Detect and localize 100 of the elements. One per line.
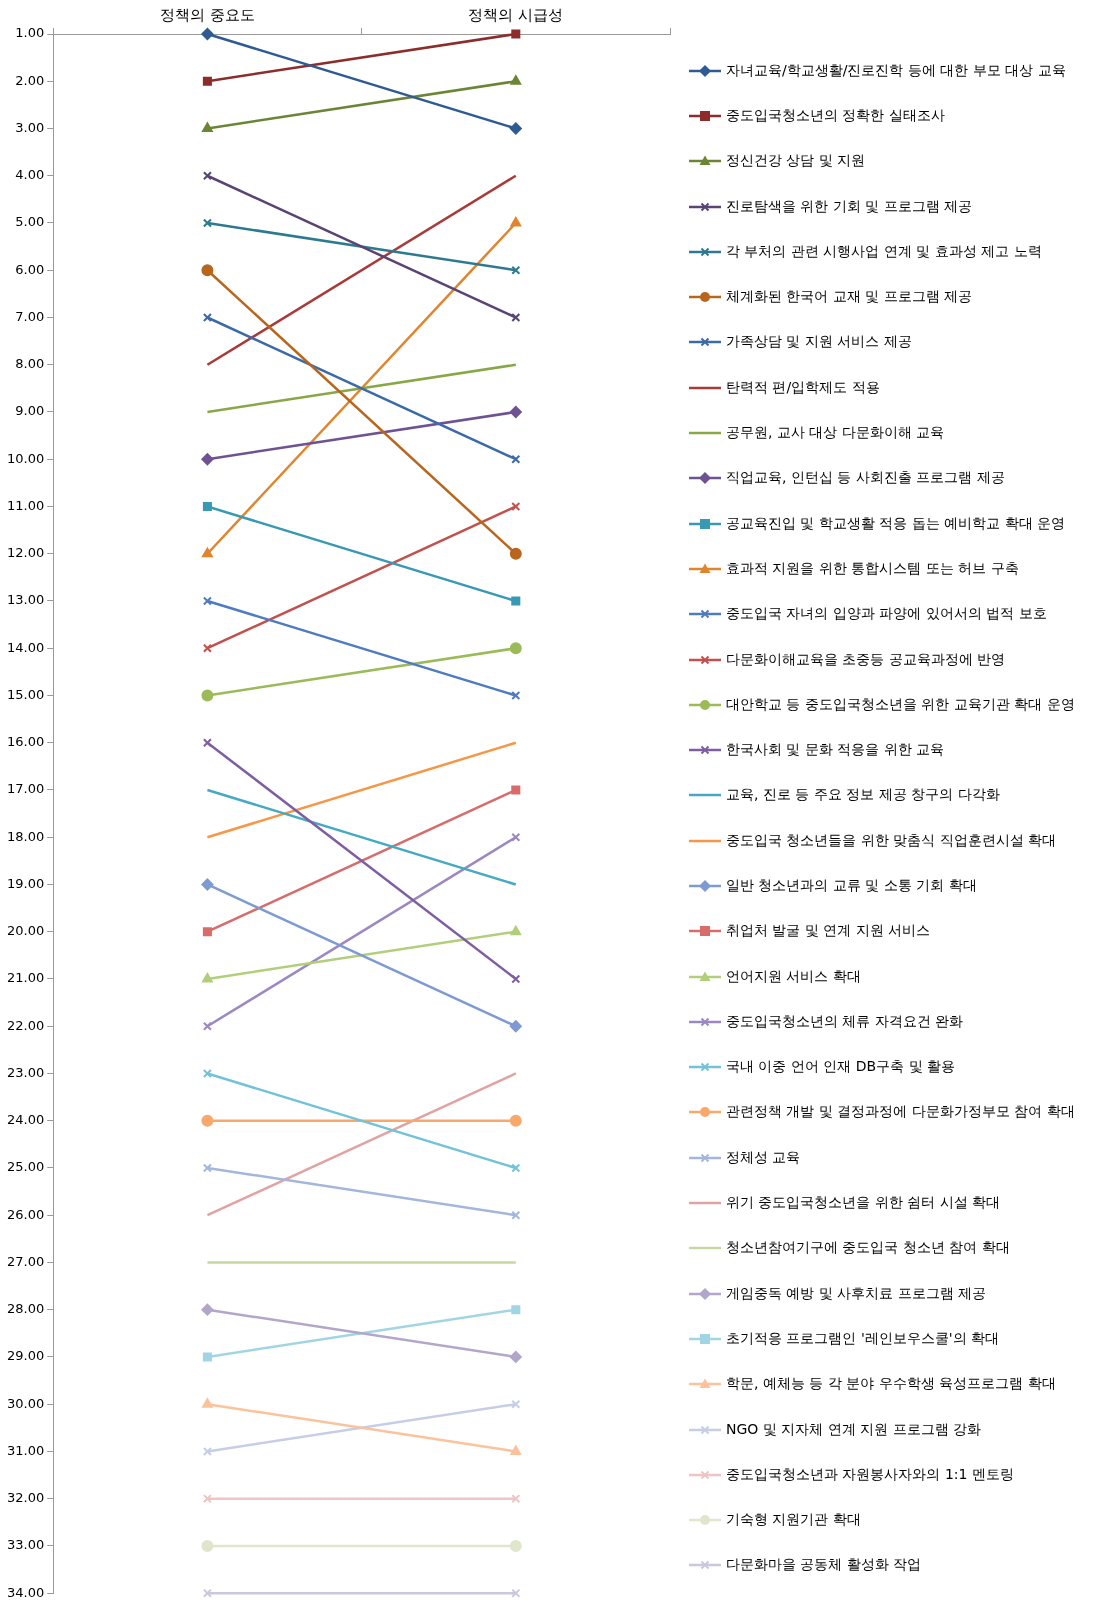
legend-label: 직업교육, 인턴십 등 사회진출 프로그램 제공 [726, 469, 1005, 488]
legend-label: 공무원, 교사 대상 다문화이해 교육 [726, 424, 945, 442]
legend-label: 효과적 지원을 위한 통합시스템 또는 허브 구축 [726, 559, 1019, 578]
y-tick-label: 27.00 [7, 1253, 45, 1269]
legend-label: 정신건강 상담 및 지원 [726, 152, 866, 171]
legend-label: 학문, 예체능 등 각 분야 우수학생 육성프로그램 확대 [726, 1375, 1056, 1394]
point [202, 643, 212, 653]
point [511, 832, 521, 842]
legend-label: 초기적응 프로그램인 '레인보우스쿨'의 확대 [726, 1329, 1000, 1348]
y-tick-label: 26.00 [7, 1206, 45, 1222]
y-tick-label: 4.00 [15, 167, 45, 183]
point [202, 1352, 212, 1362]
point [201, 28, 214, 40]
point [511, 1163, 521, 1173]
point [201, 1303, 214, 1316]
y-tick-label: 19.00 [7, 875, 45, 891]
y-tick-label: 15.00 [7, 686, 45, 702]
legend-label: 일반 청소년과의 교류 및 소통 기회 확대 [726, 876, 977, 895]
point [509, 1114, 522, 1127]
legend-label: 다문화이해교육을 초중등 공교육과정에 반영 [726, 650, 1006, 669]
legend-label: 취업처 발굴 및 연계 지원 서비스 [726, 922, 931, 941]
y-tick-label: 30.00 [7, 1395, 45, 1411]
legend-label: 게임중독 예방 및 사후치료 프로그램 제공 [726, 1284, 987, 1303]
y-tick-label: 28.00 [7, 1301, 45, 1317]
legend-label: 탄력적 편/입학제도 적용 [726, 378, 880, 397]
legend-label: 중도입국청소년과 자원봉사자와의 1:1 멘토링 [726, 1465, 1014, 1484]
point [202, 312, 212, 323]
legend-label: 언어지원 서비스 확대 [726, 967, 861, 986]
legend-label: NGO 및 지자체 연계 지원 프로그램 강화 [726, 1420, 982, 1439]
legend-label: 공교육진입 및 학교생활 적응 돕는 예비학교 확대 운영 [726, 514, 1066, 533]
y-tick-label: 23.00 [7, 1064, 45, 1080]
y-tick-label: 12.00 [7, 545, 45, 561]
legend-label: 정체성 교육 [726, 1148, 801, 1167]
y-tick-label: 8.00 [15, 356, 45, 372]
y-tick-label: 20.00 [7, 923, 45, 939]
point [201, 689, 214, 702]
point [509, 1020, 522, 1033]
y-tick-label: 18.00 [7, 828, 45, 844]
point [202, 218, 212, 228]
point [509, 1539, 522, 1552]
y-tick-label: 14.00 [7, 639, 45, 655]
legend-label: 각 부처의 관련 시행사업 연계 및 효과성 제고 노력 [726, 242, 1042, 261]
legend-label: 관련정책 개발 및 결정과정에 다문화가정부모 참여 확대 [726, 1103, 1075, 1122]
point [511, 785, 521, 795]
y-tick-label: 5.00 [15, 214, 45, 230]
point [511, 501, 521, 512]
legend-label: 국내 이중 언어 인재 DB구축 및 활용 [726, 1058, 956, 1077]
y-tick-label: 7.00 [15, 308, 45, 324]
y-tick-label: 11.00 [7, 497, 45, 513]
y-tick-label: 2.00 [15, 72, 45, 88]
point [202, 76, 212, 86]
point [511, 596, 521, 606]
legend-label: 중도입국청소년의 정확한 실태조사 [726, 106, 945, 125]
legend-label: 교육, 진로 등 주요 정보 제공 창구의 다각화 [726, 786, 1000, 805]
legend-label: 중도입국 자녀의 입양과 파양에 있어서의 법적 보호 [726, 605, 1047, 624]
point [202, 1021, 212, 1031]
point [509, 1350, 522, 1363]
point [202, 738, 212, 748]
point [202, 1588, 212, 1598]
y-tick-label: 34.00 [7, 1584, 45, 1600]
point [201, 1114, 214, 1127]
point [511, 1494, 521, 1504]
legend-label: 중도입국청소년의 체류 자격요건 완화 [726, 1012, 964, 1031]
point [509, 122, 522, 135]
point [509, 405, 522, 418]
y-tick-label: 16.00 [7, 734, 45, 750]
point [202, 501, 212, 512]
point [202, 1068, 212, 1078]
legend-label: 대안학교 등 중도입국청소년을 위한 교육기관 확대 운영 [726, 695, 1075, 714]
y-tick-label: 29.00 [7, 1348, 45, 1364]
legend-label: 한국사회 및 문화 적응을 위한 교육 [726, 741, 945, 760]
point [201, 264, 214, 277]
point [511, 312, 521, 323]
point [511, 974, 521, 984]
legend-label: 자녀교육/학교생활/진로진학 등에 대한 부모 대상 교육 [726, 61, 1066, 80]
legend-label: 위기 중도입국청소년을 위한 쉼터 시설 확대 [726, 1194, 1001, 1213]
point [511, 265, 521, 275]
point [202, 927, 212, 937]
legend-label: 기숙형 지원기관 확대 [726, 1511, 861, 1530]
point [201, 878, 214, 891]
point [202, 1494, 212, 1504]
y-tick-label: 1.00 [15, 25, 45, 41]
y-tick-label: 6.00 [15, 261, 45, 277]
point [509, 547, 522, 560]
y-tick-label: 3.00 [15, 119, 45, 135]
point [202, 1163, 212, 1173]
x-tick-label: 정책의 중요도 [160, 5, 255, 24]
point [202, 171, 212, 181]
y-tick-label: 13.00 [7, 592, 45, 608]
y-tick-label: 21.00 [7, 970, 45, 986]
y-tick-label: 25.00 [7, 1159, 45, 1175]
point [509, 642, 522, 655]
y-tick-label: 33.00 [7, 1537, 45, 1553]
point [511, 1210, 521, 1220]
point [511, 454, 521, 464]
point [511, 690, 521, 701]
point [201, 1539, 214, 1552]
legend-label: 중도입국 청소년들을 위한 맞춤식 직업훈련시설 확대 [726, 831, 1057, 850]
point [511, 1305, 521, 1315]
legend-label: 다문화마을 공동체 활성화 작업 [726, 1556, 922, 1575]
